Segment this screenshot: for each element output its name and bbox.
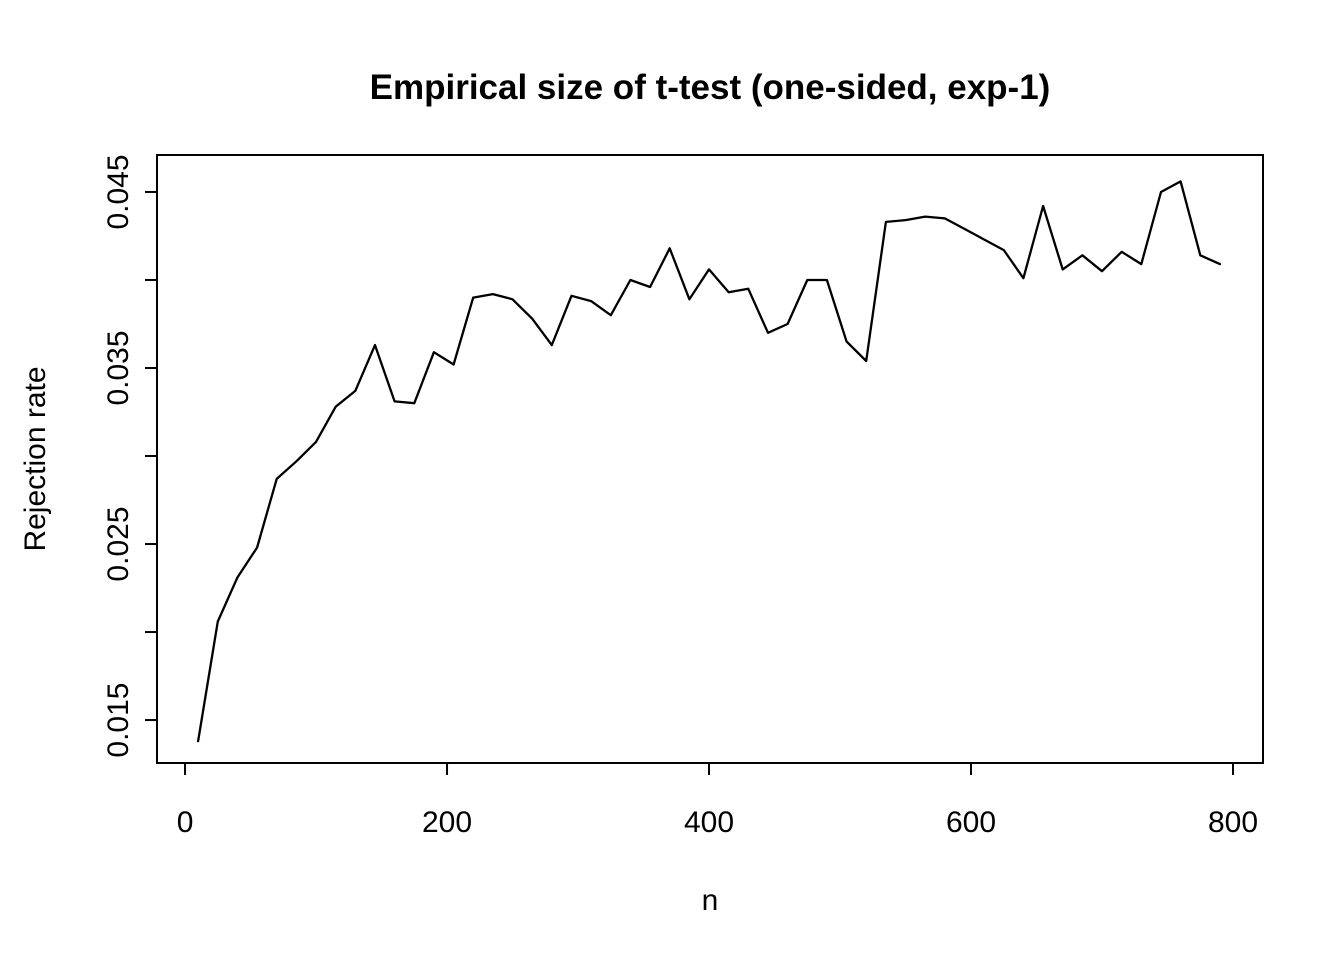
- y-axis-tick-label: 0.015: [102, 683, 135, 758]
- x-axis-tick-label: 400: [684, 806, 734, 839]
- y-axis-tick-label: 0.035: [102, 330, 135, 405]
- series-line: [196, 180, 1222, 743]
- x-axis-title: n: [702, 884, 719, 917]
- plot-frame: [156, 154, 1264, 764]
- x-axis-tick-label: 600: [946, 806, 996, 839]
- x-axis-tick-label: 0: [177, 806, 194, 839]
- x-axis-tick-label: 200: [422, 806, 472, 839]
- chart-title: Empirical size of t-test (one-sided, exp…: [370, 68, 1051, 107]
- y-axis-tick-label: 0.025: [102, 506, 135, 581]
- y-axis-ticks: 0.015 0.025 0.035 0.045: [102, 154, 157, 758]
- x-axis-tick-label: 800: [1208, 806, 1258, 839]
- y-axis-title: Rejection rate: [19, 366, 52, 551]
- x-axis-ticks: 0 200 400 600 800: [177, 763, 1258, 839]
- y-axis-tick-label: 0.045: [102, 154, 135, 229]
